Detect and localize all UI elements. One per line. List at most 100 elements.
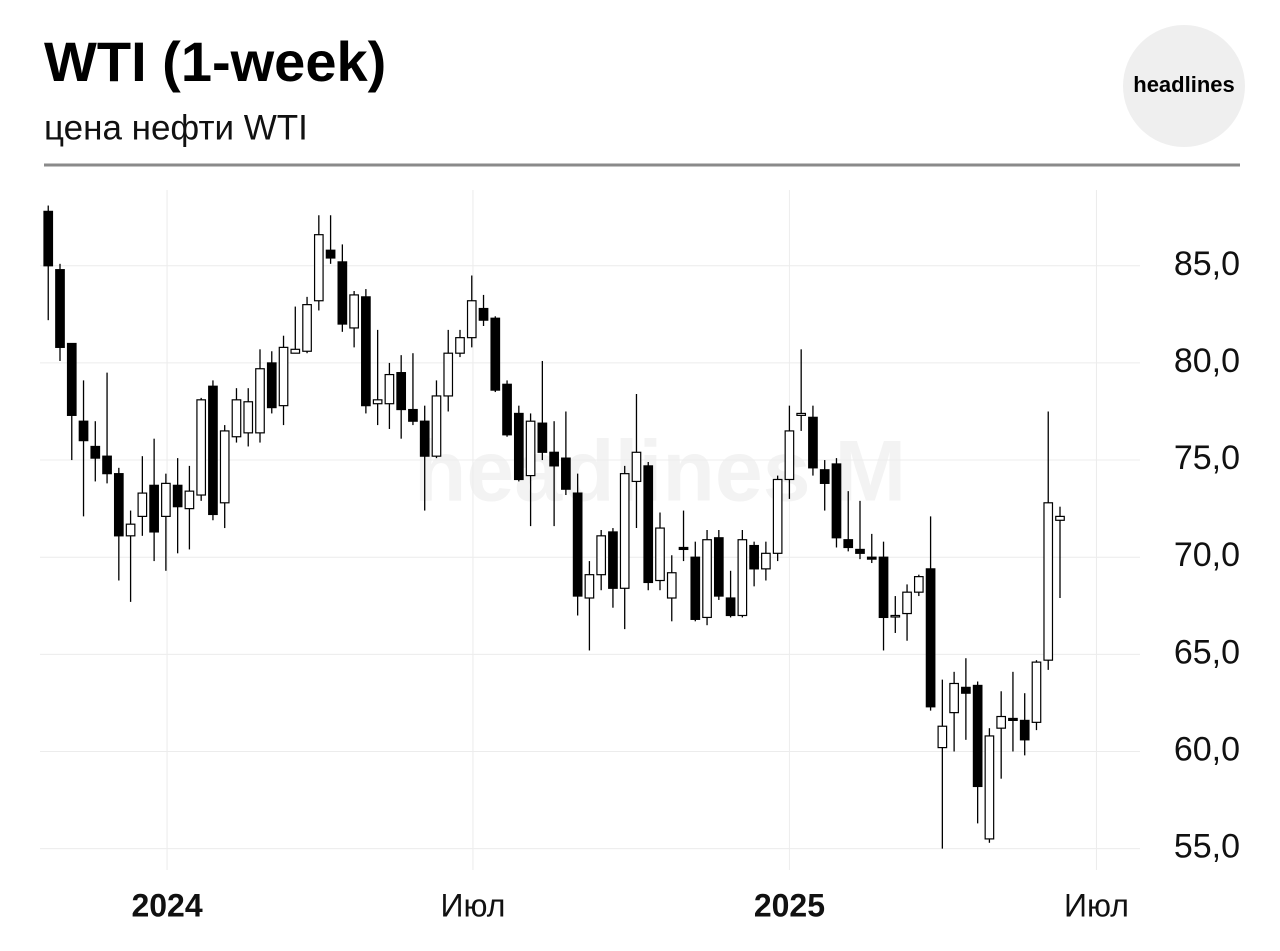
candle-body — [372, 399, 383, 405]
candle-body — [443, 352, 454, 397]
candle-body — [890, 614, 901, 618]
candle-body — [408, 408, 418, 422]
candle-body — [243, 401, 254, 434]
logo: headlines — [1133, 72, 1234, 97]
candle-body — [113, 473, 124, 537]
candle-body — [161, 482, 171, 518]
candle-body — [137, 492, 148, 518]
candle-body — [913, 576, 924, 593]
candle-body — [725, 597, 736, 617]
y-tick-label: 65,0 — [1174, 633, 1240, 671]
candle-body — [196, 399, 207, 496]
candle-body — [631, 451, 642, 483]
candle-body — [949, 682, 959, 714]
candle-body — [561, 457, 571, 490]
candle-body — [66, 342, 77, 416]
candle-body — [513, 412, 524, 481]
candle-body — [325, 249, 336, 259]
candle-body — [431, 395, 442, 457]
candle-body — [55, 269, 65, 348]
candle-body — [384, 373, 395, 405]
y-tick-label: 60,0 — [1174, 730, 1240, 768]
y-tick-label: 75,0 — [1174, 439, 1240, 477]
candle-body — [361, 296, 371, 407]
candle-body — [502, 383, 512, 436]
candle-body — [655, 527, 665, 582]
candle-body — [1031, 661, 1042, 723]
logo-circle — [1123, 25, 1245, 147]
candle-body — [843, 539, 854, 549]
candle-body — [525, 420, 536, 477]
candle-body — [549, 451, 559, 467]
candle-body — [43, 210, 54, 267]
y-tick-label: 70,0 — [1174, 536, 1240, 574]
y-tick-label: 55,0 — [1174, 828, 1240, 866]
candle-body — [866, 556, 877, 560]
x-tick-label: 2025 — [754, 887, 825, 923]
candle-body — [349, 294, 359, 329]
chart-subtitle: цена нефти WTI — [44, 108, 308, 147]
candle-body — [984, 735, 995, 840]
candle-body — [337, 261, 348, 325]
candle-body — [572, 492, 583, 597]
candle-body — [290, 348, 301, 354]
candle-body — [643, 465, 654, 584]
candle-body — [78, 420, 89, 442]
candle-body — [231, 399, 242, 438]
candle-body — [266, 362, 277, 409]
candle-body — [972, 684, 983, 788]
candle-body — [1019, 719, 1030, 741]
candle-body — [125, 523, 136, 537]
candle-body — [102, 455, 112, 475]
candle-body — [1043, 502, 1054, 661]
y-tick-label: 85,0 — [1174, 245, 1240, 283]
candle-body — [619, 473, 630, 589]
candle-body — [278, 346, 289, 407]
candle-body — [996, 715, 1007, 729]
candle-body — [925, 568, 936, 708]
x-tick-label: Июл — [1064, 887, 1129, 923]
candle-body — [855, 548, 865, 554]
candle-body — [796, 412, 807, 416]
candle-body — [455, 337, 465, 354]
candle-body — [819, 469, 830, 484]
candle-body — [749, 544, 759, 570]
candle-body — [255, 368, 265, 434]
y-tick-label: 80,0 — [1174, 342, 1240, 380]
candle-body — [761, 552, 771, 570]
candle-body — [737, 539, 748, 617]
candle-body — [713, 537, 724, 597]
candle-body — [490, 317, 501, 391]
candle-body — [219, 430, 230, 504]
candle-body — [478, 307, 489, 321]
candle-body — [419, 420, 430, 457]
candle-body — [784, 430, 795, 481]
candle-body — [702, 539, 712, 619]
candle-body — [172, 484, 183, 508]
candle-body — [596, 535, 607, 576]
candle-body — [878, 556, 889, 619]
candle-body — [678, 546, 689, 551]
candle-body — [902, 591, 912, 615]
x-tick-label: 2024 — [131, 887, 202, 923]
candle-body — [961, 686, 971, 694]
candle-body — [831, 463, 842, 539]
candle-body — [1055, 515, 1065, 521]
candle-body — [584, 574, 595, 599]
chart-title: WTI (1-week) — [44, 30, 386, 93]
x-tick-label: Июл — [440, 887, 505, 923]
candle-body — [1008, 717, 1018, 722]
candle-body — [184, 490, 195, 510]
candle-body — [396, 372, 407, 411]
candle-body — [149, 484, 159, 533]
candle-body — [313, 234, 324, 302]
candle-body — [466, 300, 477, 339]
candle-body — [808, 416, 818, 469]
candle-body — [302, 304, 312, 352]
candle-body — [608, 531, 618, 589]
candle-body — [937, 725, 948, 749]
candle-body — [208, 385, 218, 516]
candle-body — [772, 478, 783, 554]
candle-body — [666, 572, 677, 599]
